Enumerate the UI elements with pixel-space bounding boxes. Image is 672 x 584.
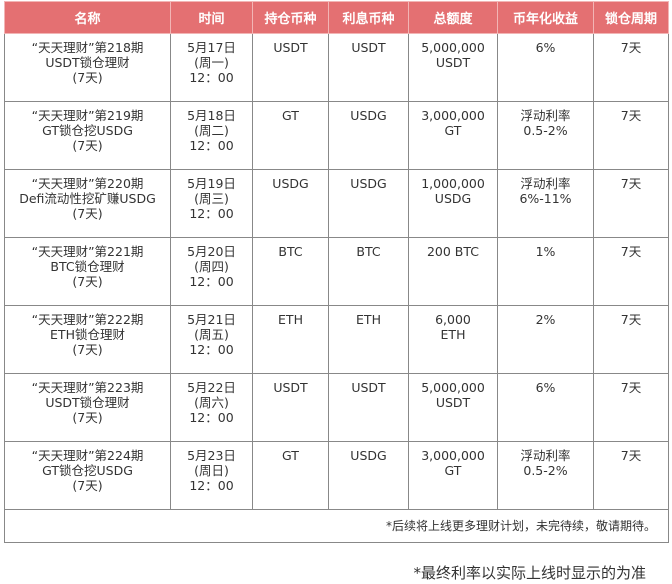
table-cell: 5月19日 (周三) 12：00 <box>170 169 253 238</box>
table-cell: USDT <box>328 373 409 442</box>
table-row: “天天理财”第220期 Defi流动性挖矿赚USDG (7天) 5月19日 (周三… <box>4 169 669 238</box>
table-row: “天天理财”第219期 GT锁仓挖USDG (7天) 5月18日 (周二) 12：… <box>4 101 669 170</box>
table-cell: GT <box>252 441 329 510</box>
table-body: “天天理财”第218期 USDT锁仓理财 (7天) 5月17日 (周一) 12：0… <box>4 33 669 543</box>
header-cell: 利息币种 <box>328 1 409 34</box>
header-cell: 名称 <box>4 1 171 34</box>
table-cell: 6% <box>497 33 594 102</box>
table-cell: “天天理财”第218期 USDT锁仓理财 (7天) <box>4 33 171 102</box>
table-row: “天天理财”第222期 ETH锁仓理财 (7天) 5月21日 (周五) 12：00… <box>4 305 669 374</box>
header-cell: 锁仓周期 <box>593 1 669 34</box>
table-cell: 2% <box>497 305 594 374</box>
header-cell: 总额度 <box>408 1 498 34</box>
table-row: “天天理财”第224期 GT锁仓挖USDG (7天) 5月23日 (周日) 12：… <box>4 441 669 510</box>
plan-table: 名称 时间 持仓币种 利息币种 总额度 币年化收益 锁仓周期 “天天理财”第218期 USD… <box>4 1 669 543</box>
table-cell: ETH <box>252 305 329 374</box>
table-cell: 7天 <box>593 101 669 170</box>
table-row: “天天理财”第223期 USDT锁仓理财 (7天) 5月22日 (周六) 12：0… <box>4 373 669 442</box>
table-cell: “天天理财”第224期 GT锁仓挖USDG (7天) <box>4 441 171 510</box>
table-cell: 5月20日 (周四) 12：00 <box>170 237 253 306</box>
table-cell: USDG <box>328 169 409 238</box>
table-cell: USDG <box>252 169 329 238</box>
table-cell: USDG <box>328 101 409 170</box>
table-cell: 5月22日 (周六) 12：00 <box>170 373 253 442</box>
table-cell: 5月23日 (周日) 12：00 <box>170 441 253 510</box>
header-cell: 持仓币种 <box>252 1 329 34</box>
table-cell: 浮动利率 0.5-2% <box>497 441 594 510</box>
table-cell: 7天 <box>593 305 669 374</box>
header-cell: 时间 <box>170 1 253 34</box>
table-cell: 7天 <box>593 441 669 510</box>
table-cell: GT <box>252 101 329 170</box>
table-cell: BTC <box>328 237 409 306</box>
table-cell: 浮动利率 0.5-2% <box>497 101 594 170</box>
table-cell: USDG <box>328 441 409 510</box>
note: *最终利率以实际上线时显示的为准 <box>413 564 646 582</box>
table-cell: 7天 <box>593 169 669 238</box>
table-cell: 3,000,000 GT <box>408 441 498 510</box>
table-cell: “天天理财”第220期 Defi流动性挖矿赚USDG (7天) <box>4 169 171 238</box>
table-cell: 5,000,000 USDT <box>408 373 498 442</box>
table-row: “天天理财”第221期 BTC锁仓理财 (7天) 5月20日 (周四) 12：00… <box>4 237 669 306</box>
table-cell: 5月17日 (周一) 12：00 <box>170 33 253 102</box>
header-cell: 币年化收益 <box>497 1 594 34</box>
table-cell: 1,000,000 USDG <box>408 169 498 238</box>
table-cell: “天天理财”第223期 USDT锁仓理财 (7天) <box>4 373 171 442</box>
table-cell: 3,000,000 GT <box>408 101 498 170</box>
table-cell: 6,000 ETH <box>408 305 498 374</box>
table-cell: ETH <box>328 305 409 374</box>
table-cell: BTC <box>252 237 329 306</box>
footer-row: *后续将上线更多理财计划，未完待续，敬请期待。 <box>4 509 669 543</box>
table-row: “天天理财”第218期 USDT锁仓理财 (7天) 5月17日 (周一) 12：0… <box>4 33 669 102</box>
header-row: 名称 时间 持仓币种 利息币种 总额度 币年化收益 锁仓周期 <box>4 1 669 34</box>
table-cell: 浮动利率 6%-11% <box>497 169 594 238</box>
table-cell: “天天理财”第219期 GT锁仓挖USDG (7天) <box>4 101 171 170</box>
table-cell: 7天 <box>593 33 669 102</box>
table-cell: USDT <box>252 373 329 442</box>
table-cell: 1% <box>497 237 594 306</box>
table-cell: 7天 <box>593 237 669 306</box>
table-cell: USDT <box>252 33 329 102</box>
table-cell: USDT <box>328 33 409 102</box>
table-cell: 5月18日 (周二) 12：00 <box>170 101 253 170</box>
table-cell: 6% <box>497 373 594 442</box>
table-cell: “天天理财”第222期 ETH锁仓理财 (7天) <box>4 305 171 374</box>
table-cell: “天天理财”第221期 BTC锁仓理财 (7天) <box>4 237 171 306</box>
table-cell: 5月21日 (周五) 12：00 <box>170 305 253 374</box>
footer-cell: *后续将上线更多理财计划，未完待续，敬请期待。 <box>4 509 669 543</box>
table-cell: 200 BTC <box>408 237 498 306</box>
table-cell: 5,000,000 USDT <box>408 33 498 102</box>
table-cell: 7天 <box>593 373 669 442</box>
